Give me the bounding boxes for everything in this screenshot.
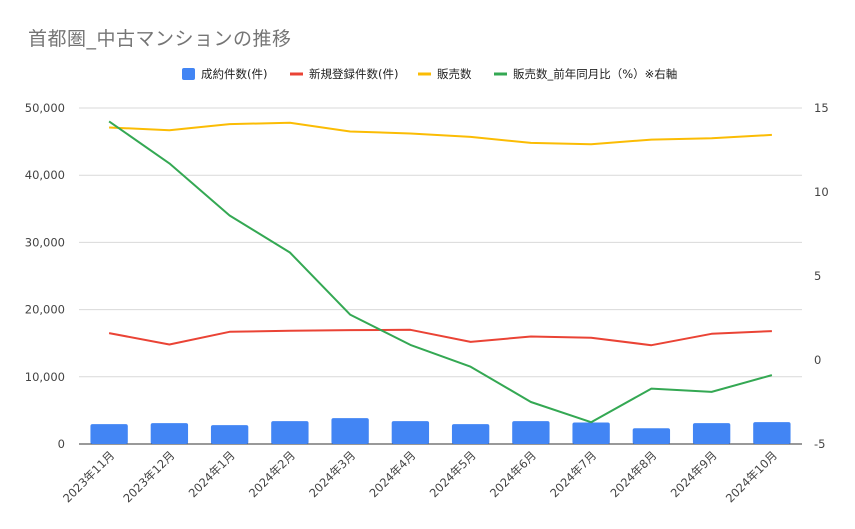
bar (90, 424, 128, 444)
y-left-tick-label: 30,000 (25, 235, 65, 249)
y-left-tick-label: 40,000 (25, 168, 65, 182)
x-tick-label: 2023年12月 (120, 448, 177, 505)
x-tick-label: 2024年8月 (607, 448, 659, 500)
y-left-tick-label: 0 (58, 437, 65, 451)
y-right-tick-label: 15 (814, 101, 829, 115)
y-right-tick-label: 10 (814, 185, 829, 199)
x-tick-label: 2024年5月 (427, 448, 479, 500)
y-left-tick-label: 10,000 (25, 370, 65, 384)
x-tick-label: 2024年2月 (246, 448, 298, 500)
series-line-2 (108, 120, 773, 424)
bar (692, 423, 731, 444)
legend-label: 販売数_前年同月比（%）※右軸 (513, 67, 677, 81)
y-left-tick-label: 20,000 (25, 303, 65, 317)
bar (271, 421, 309, 444)
series-line-1 (109, 121, 772, 146)
legend-swatch-bar (182, 68, 195, 80)
y-right-tick-label: 5 (814, 269, 821, 283)
x-tick-label: 2024年7月 (547, 448, 599, 500)
y-right-tick-label: 0 (814, 353, 821, 367)
y-left-tick-label: 50,000 (25, 101, 65, 115)
x-tick-label: 2023年11月 (60, 448, 117, 505)
x-tick-label: 2024年1月 (186, 448, 238, 500)
bar (632, 428, 671, 444)
series-line-0 (108, 328, 772, 347)
legend-label: 成約件数(件) (201, 67, 267, 81)
bar (753, 422, 791, 444)
x-tick-label: 2024年9月 (668, 448, 720, 500)
bar (512, 421, 550, 444)
chart-title: 首都圏_中古マンションの推移 (28, 28, 292, 50)
bar (150, 423, 189, 444)
legend-label: 販売数 (437, 67, 472, 81)
x-tick-label: 2024年6月 (487, 448, 539, 500)
bar (210, 425, 249, 444)
bar (572, 422, 610, 444)
legend-label: 新規登録件数(件) (309, 67, 398, 81)
x-tick-label: 2024年10月 (723, 448, 780, 505)
bar (451, 424, 490, 444)
bar (391, 421, 430, 444)
x-tick-label: 2024年4月 (366, 448, 418, 500)
y-right-tick-label: -5 (814, 437, 825, 451)
x-tick-label: 2024年3月 (306, 448, 358, 500)
bar (331, 418, 369, 444)
